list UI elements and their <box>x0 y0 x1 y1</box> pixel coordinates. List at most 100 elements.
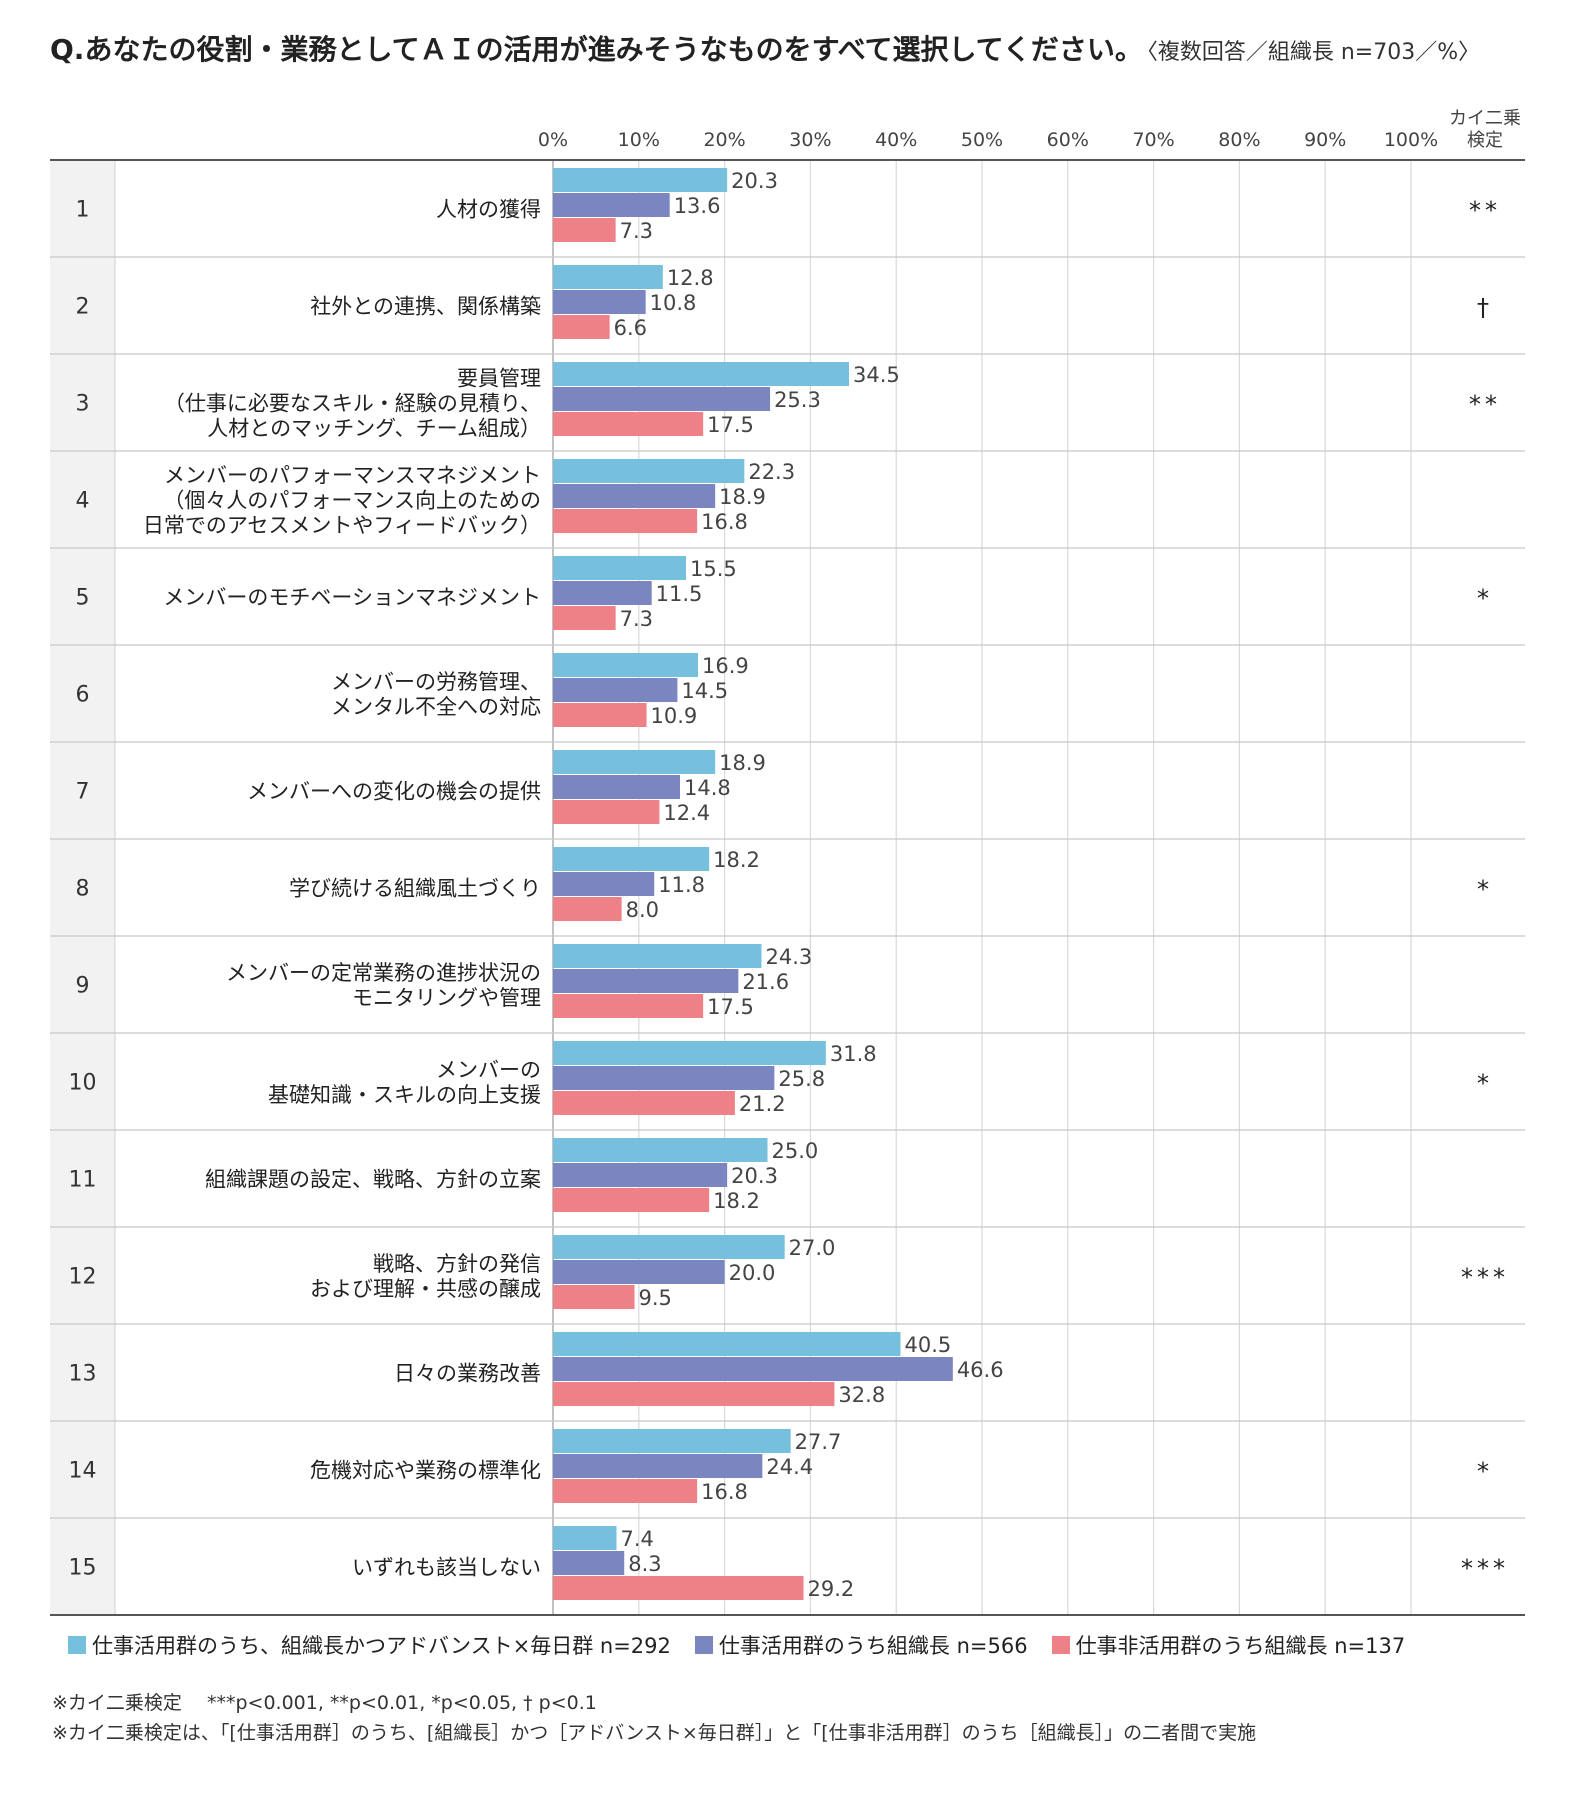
category-label-6-line-1: メンバーの労務管理、 <box>331 670 541 694</box>
value-label-3-series-3: 17.5 <box>707 413 754 437</box>
bar-7-series-1 <box>553 750 716 774</box>
value-label-14-series-1: 27.7 <box>795 1430 842 1454</box>
row-number-column <box>50 160 115 1615</box>
bar-1-series-3 <box>553 218 616 242</box>
category-label-7-line-1: メンバーへの変化の機会の提供 <box>247 780 541 804</box>
value-label-3-series-2: 25.3 <box>774 388 821 412</box>
value-label-6-series-1: 16.9 <box>702 654 749 678</box>
significance-mark-14: * <box>1477 1458 1493 1486</box>
value-label-1-series-2: 13.6 <box>674 194 721 218</box>
x-tick-label-80: 80% <box>1218 129 1260 151</box>
value-label-11-series-2: 20.3 <box>731 1164 778 1188</box>
bar-13-series-2 <box>553 1357 953 1381</box>
bar-10-series-2 <box>553 1066 775 1090</box>
legend-swatch-series-3 <box>1051 1636 1070 1654</box>
bar-14-series-3 <box>553 1479 698 1503</box>
legend-label-series-2: 仕事活用群のうち組織長 n=566 <box>718 1634 1028 1658</box>
value-label-15-series-3: 29.2 <box>808 1577 855 1601</box>
significance-mark-15: *** <box>1461 1555 1509 1583</box>
bar-8-series-1 <box>553 847 710 871</box>
bar-11-series-1 <box>553 1138 768 1162</box>
row-number-4: 4 <box>76 489 90 514</box>
bar-13-series-3 <box>553 1382 835 1406</box>
significance-mark-5: * <box>1477 585 1493 613</box>
bar-14-series-2 <box>553 1454 763 1478</box>
legend-item-series-3: 仕事非活用群のうち組織長 n=137 <box>1051 1630 1406 1660</box>
category-label-10-line-1: メンバーの <box>436 1058 541 1082</box>
value-label-10-series-2: 25.8 <box>778 1067 825 1091</box>
x-tick-label-70: 70% <box>1132 129 1174 151</box>
bar-3-series-3 <box>553 412 704 436</box>
legend-label-series-1: 仕事活用群のうち、組織長かつアドバンスト×毎日群 n=292 <box>92 1634 671 1658</box>
value-label-2-series-1: 12.8 <box>667 266 714 290</box>
value-label-7-series-2: 14.8 <box>684 776 731 800</box>
chi-square-header-line-2: 検定 <box>1467 130 1503 151</box>
value-label-11-series-3: 18.2 <box>713 1189 760 1213</box>
bar-2-series-2 <box>553 290 646 314</box>
bar-9-series-1 <box>553 944 762 968</box>
x-tick-label-20: 20% <box>703 129 745 151</box>
row-number-14: 14 <box>69 1459 97 1484</box>
value-label-8-series-2: 11.8 <box>658 873 705 897</box>
value-label-4-series-1: 22.3 <box>748 460 795 484</box>
bar-9-series-3 <box>553 994 704 1018</box>
row-number-2: 2 <box>76 295 90 320</box>
value-label-8-series-3: 8.0 <box>626 898 659 922</box>
bar-9-series-2 <box>553 969 739 993</box>
value-label-1-series-1: 20.3 <box>731 169 778 193</box>
value-label-13-series-3: 32.8 <box>838 1383 885 1407</box>
category-label-4-line-2: （個々人のパフォーマンス向上のための <box>163 489 541 513</box>
chart-title: Q.あなたの役割・業務としてＡＩの活用が進みそうなものをすべて選択してください。 <box>50 33 1143 66</box>
value-label-14-series-2: 24.4 <box>766 1455 813 1479</box>
bar-5-series-3 <box>553 606 616 630</box>
legend-item-series-2: 仕事活用群のうち組織長 n=566 <box>694 1630 1028 1660</box>
chart-legend: 仕事活用群のうち、組織長かつアドバンスト×毎日群 n=292 仕事活用群のうち組… <box>68 1628 1429 1662</box>
value-label-13-series-1: 40.5 <box>904 1333 951 1357</box>
value-label-12-series-3: 9.5 <box>639 1286 672 1310</box>
value-label-9-series-2: 21.6 <box>742 970 789 994</box>
significance-mark-8: * <box>1477 876 1493 904</box>
row-number-7: 7 <box>76 780 90 805</box>
bar-3-series-2 <box>553 387 771 411</box>
significance-mark-2: † <box>1477 294 1493 322</box>
category-label-5-line-1: メンバーのモチベーションマネジメント <box>163 586 541 610</box>
chi-square-header-line-1: カイ二乗 <box>1449 108 1521 129</box>
bar-15-series-1 <box>553 1526 617 1550</box>
bar-11-series-3 <box>553 1188 710 1212</box>
x-tick-label-40: 40% <box>875 129 917 151</box>
category-label-3-line-1: 要員管理 <box>457 367 541 391</box>
footnote-test-method: ※カイ二乗検定は、「[仕事活用群］のうち、[組織長］かつ［アドバンスト×毎日群］… <box>52 1722 1257 1744</box>
bar-2-series-1 <box>553 265 663 289</box>
value-label-15-series-2: 8.3 <box>628 1552 661 1576</box>
bar-4-series-2 <box>553 484 716 508</box>
bar-15-series-3 <box>553 1576 804 1600</box>
bar-3-series-1 <box>553 362 850 386</box>
bar-7-series-2 <box>553 775 680 799</box>
x-tick-label-90: 90% <box>1304 129 1346 151</box>
value-label-8-series-1: 18.2 <box>713 848 760 872</box>
bar-12-series-2 <box>553 1260 725 1284</box>
value-label-15-series-1: 7.4 <box>620 1527 653 1551</box>
bar-6-series-3 <box>553 703 647 727</box>
bar-12-series-3 <box>553 1285 635 1309</box>
chart-subtitle: 〈複数回答／組織長 n=703／%〉 <box>1146 40 1481 65</box>
category-label-9-line-1: メンバーの定常業務の進捗状況の <box>226 961 541 985</box>
row-number-13: 13 <box>69 1362 97 1387</box>
x-tick-label-30: 30% <box>789 129 831 151</box>
value-label-6-series-2: 14.5 <box>681 679 728 703</box>
legend-label-series-3: 仕事非活用群のうち組織長 n=137 <box>1075 1634 1406 1658</box>
bar-6-series-2 <box>553 678 678 702</box>
significance-mark-10: * <box>1477 1070 1493 1098</box>
value-label-5-series-2: 11.5 <box>656 582 703 606</box>
bar-15-series-2 <box>553 1551 625 1575</box>
value-label-7-series-3: 12.4 <box>663 801 710 825</box>
bar-12-series-1 <box>553 1235 785 1259</box>
row-number-12: 12 <box>69 1265 97 1290</box>
bar-10-series-3 <box>553 1091 735 1115</box>
legend-swatch-series-2 <box>694 1636 713 1654</box>
category-label-2-line-1: 社外との連携、関係構築 <box>310 295 541 319</box>
bar-chart: 0% 10% 20% 30% 40% 50% 60% 70% 80% 90% 100% カイ二乗検定 1… <box>50 108 1525 1616</box>
bar-8-series-2 <box>553 872 655 896</box>
value-label-5-series-3: 7.3 <box>620 607 653 631</box>
value-label-7-series-1: 18.9 <box>719 751 766 775</box>
